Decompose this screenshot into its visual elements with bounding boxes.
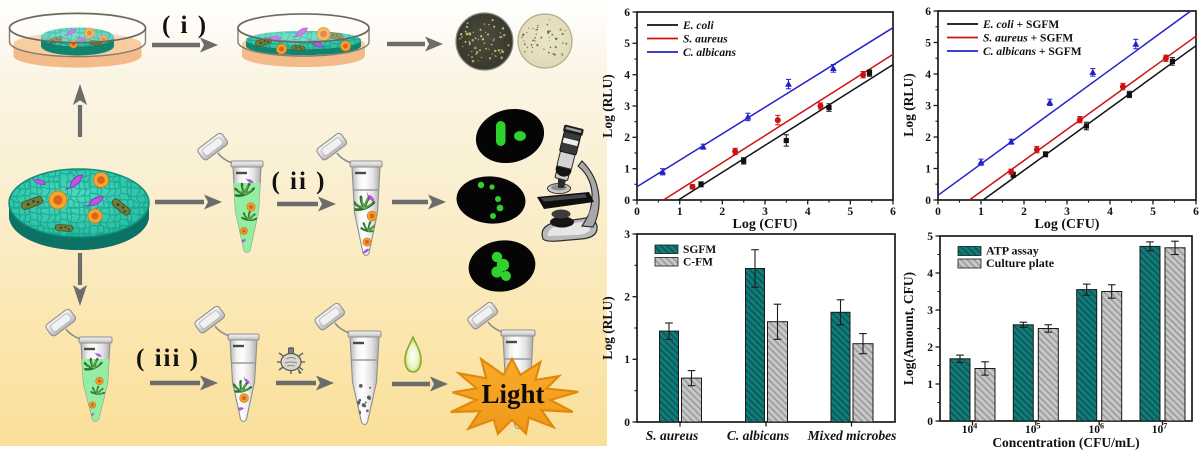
svg-text:1: 1 <box>925 163 931 175</box>
svg-text:SGFM: SGFM <box>683 244 716 256</box>
svg-text:3: 3 <box>624 229 630 241</box>
svg-text:3: 3 <box>1064 206 1070 218</box>
svg-text:Log (CFU): Log (CFU) <box>1035 217 1100 232</box>
svg-text:( ii ): ( ii ) <box>271 168 326 195</box>
svg-text:Concentration (CFU/mL): Concentration (CFU/mL) <box>992 435 1139 450</box>
svg-text:0: 0 <box>935 206 941 218</box>
svg-text:1: 1 <box>927 379 933 391</box>
svg-text:0: 0 <box>624 417 630 429</box>
svg-text:5: 5 <box>925 37 931 49</box>
svg-text:S. aureus: S. aureus <box>646 428 699 443</box>
svg-text:2: 2 <box>624 132 630 144</box>
svg-text:1: 1 <box>624 354 630 366</box>
svg-text:5: 5 <box>1150 206 1156 218</box>
svg-text:0: 0 <box>624 195 630 207</box>
svg-text:( iii ): ( iii ) <box>136 345 200 372</box>
svg-text:0: 0 <box>634 206 640 218</box>
svg-text:C. albicans: C. albicans <box>727 428 789 443</box>
svg-text:5: 5 <box>927 231 933 243</box>
svg-text:E. coli + SGFM: E. coli + SGFM <box>982 19 1059 31</box>
svg-text:4: 4 <box>925 69 931 81</box>
svg-text:0: 0 <box>925 195 931 207</box>
svg-text:Log (RLU): Log (RLU) <box>600 296 615 359</box>
svg-text:4: 4 <box>805 206 811 218</box>
svg-text:1: 1 <box>978 206 984 218</box>
svg-text:Log(Amount, CFU): Log(Amount, CFU) <box>901 272 916 385</box>
svg-text:5: 5 <box>847 206 853 218</box>
svg-text:Log (RLU): Log (RLU) <box>901 73 916 136</box>
svg-text:6: 6 <box>890 206 896 218</box>
svg-text:Log (RLU): Log (RLU) <box>600 74 615 137</box>
svg-text:1: 1 <box>624 164 630 176</box>
svg-text:6: 6 <box>925 6 931 18</box>
svg-text:1: 1 <box>677 206 683 218</box>
svg-text:6: 6 <box>624 7 630 19</box>
svg-text:4: 4 <box>927 268 933 280</box>
svg-text:C. albicans: C. albicans <box>683 47 737 59</box>
svg-text:0: 0 <box>927 416 933 428</box>
svg-text:2: 2 <box>719 206 725 218</box>
svg-text:4: 4 <box>624 70 630 82</box>
svg-text:2: 2 <box>925 132 931 144</box>
svg-text:S. aureus: S. aureus <box>683 34 728 46</box>
svg-text:S. aureus + SGFM: S. aureus + SGFM <box>983 33 1073 45</box>
svg-text:2: 2 <box>624 292 630 304</box>
svg-text:Log (CFU): Log (CFU) <box>733 217 798 232</box>
svg-text:Culture plate: Culture plate <box>986 256 1055 270</box>
svg-text:3: 3 <box>925 100 931 112</box>
svg-text:3: 3 <box>927 305 933 317</box>
svg-text:C-FM: C-FM <box>683 257 713 269</box>
svg-text:4: 4 <box>1107 206 1113 218</box>
svg-text:ATP assay: ATP assay <box>986 244 1039 258</box>
svg-text:5: 5 <box>624 38 630 50</box>
svg-text:2: 2 <box>1021 206 1027 218</box>
svg-text:( i ): ( i ) <box>162 12 208 39</box>
svg-text:3: 3 <box>624 101 630 113</box>
svg-text:2: 2 <box>927 342 933 354</box>
svg-text:6: 6 <box>1193 206 1199 218</box>
svg-text:3: 3 <box>762 206 768 218</box>
svg-text:Mixed microbes: Mixed microbes <box>807 428 897 443</box>
svg-text:C. albicans + SGFM: C. albicans + SGFM <box>983 46 1082 58</box>
svg-text:Light: Light <box>481 379 544 409</box>
svg-text:E. coli: E. coli <box>682 20 714 32</box>
